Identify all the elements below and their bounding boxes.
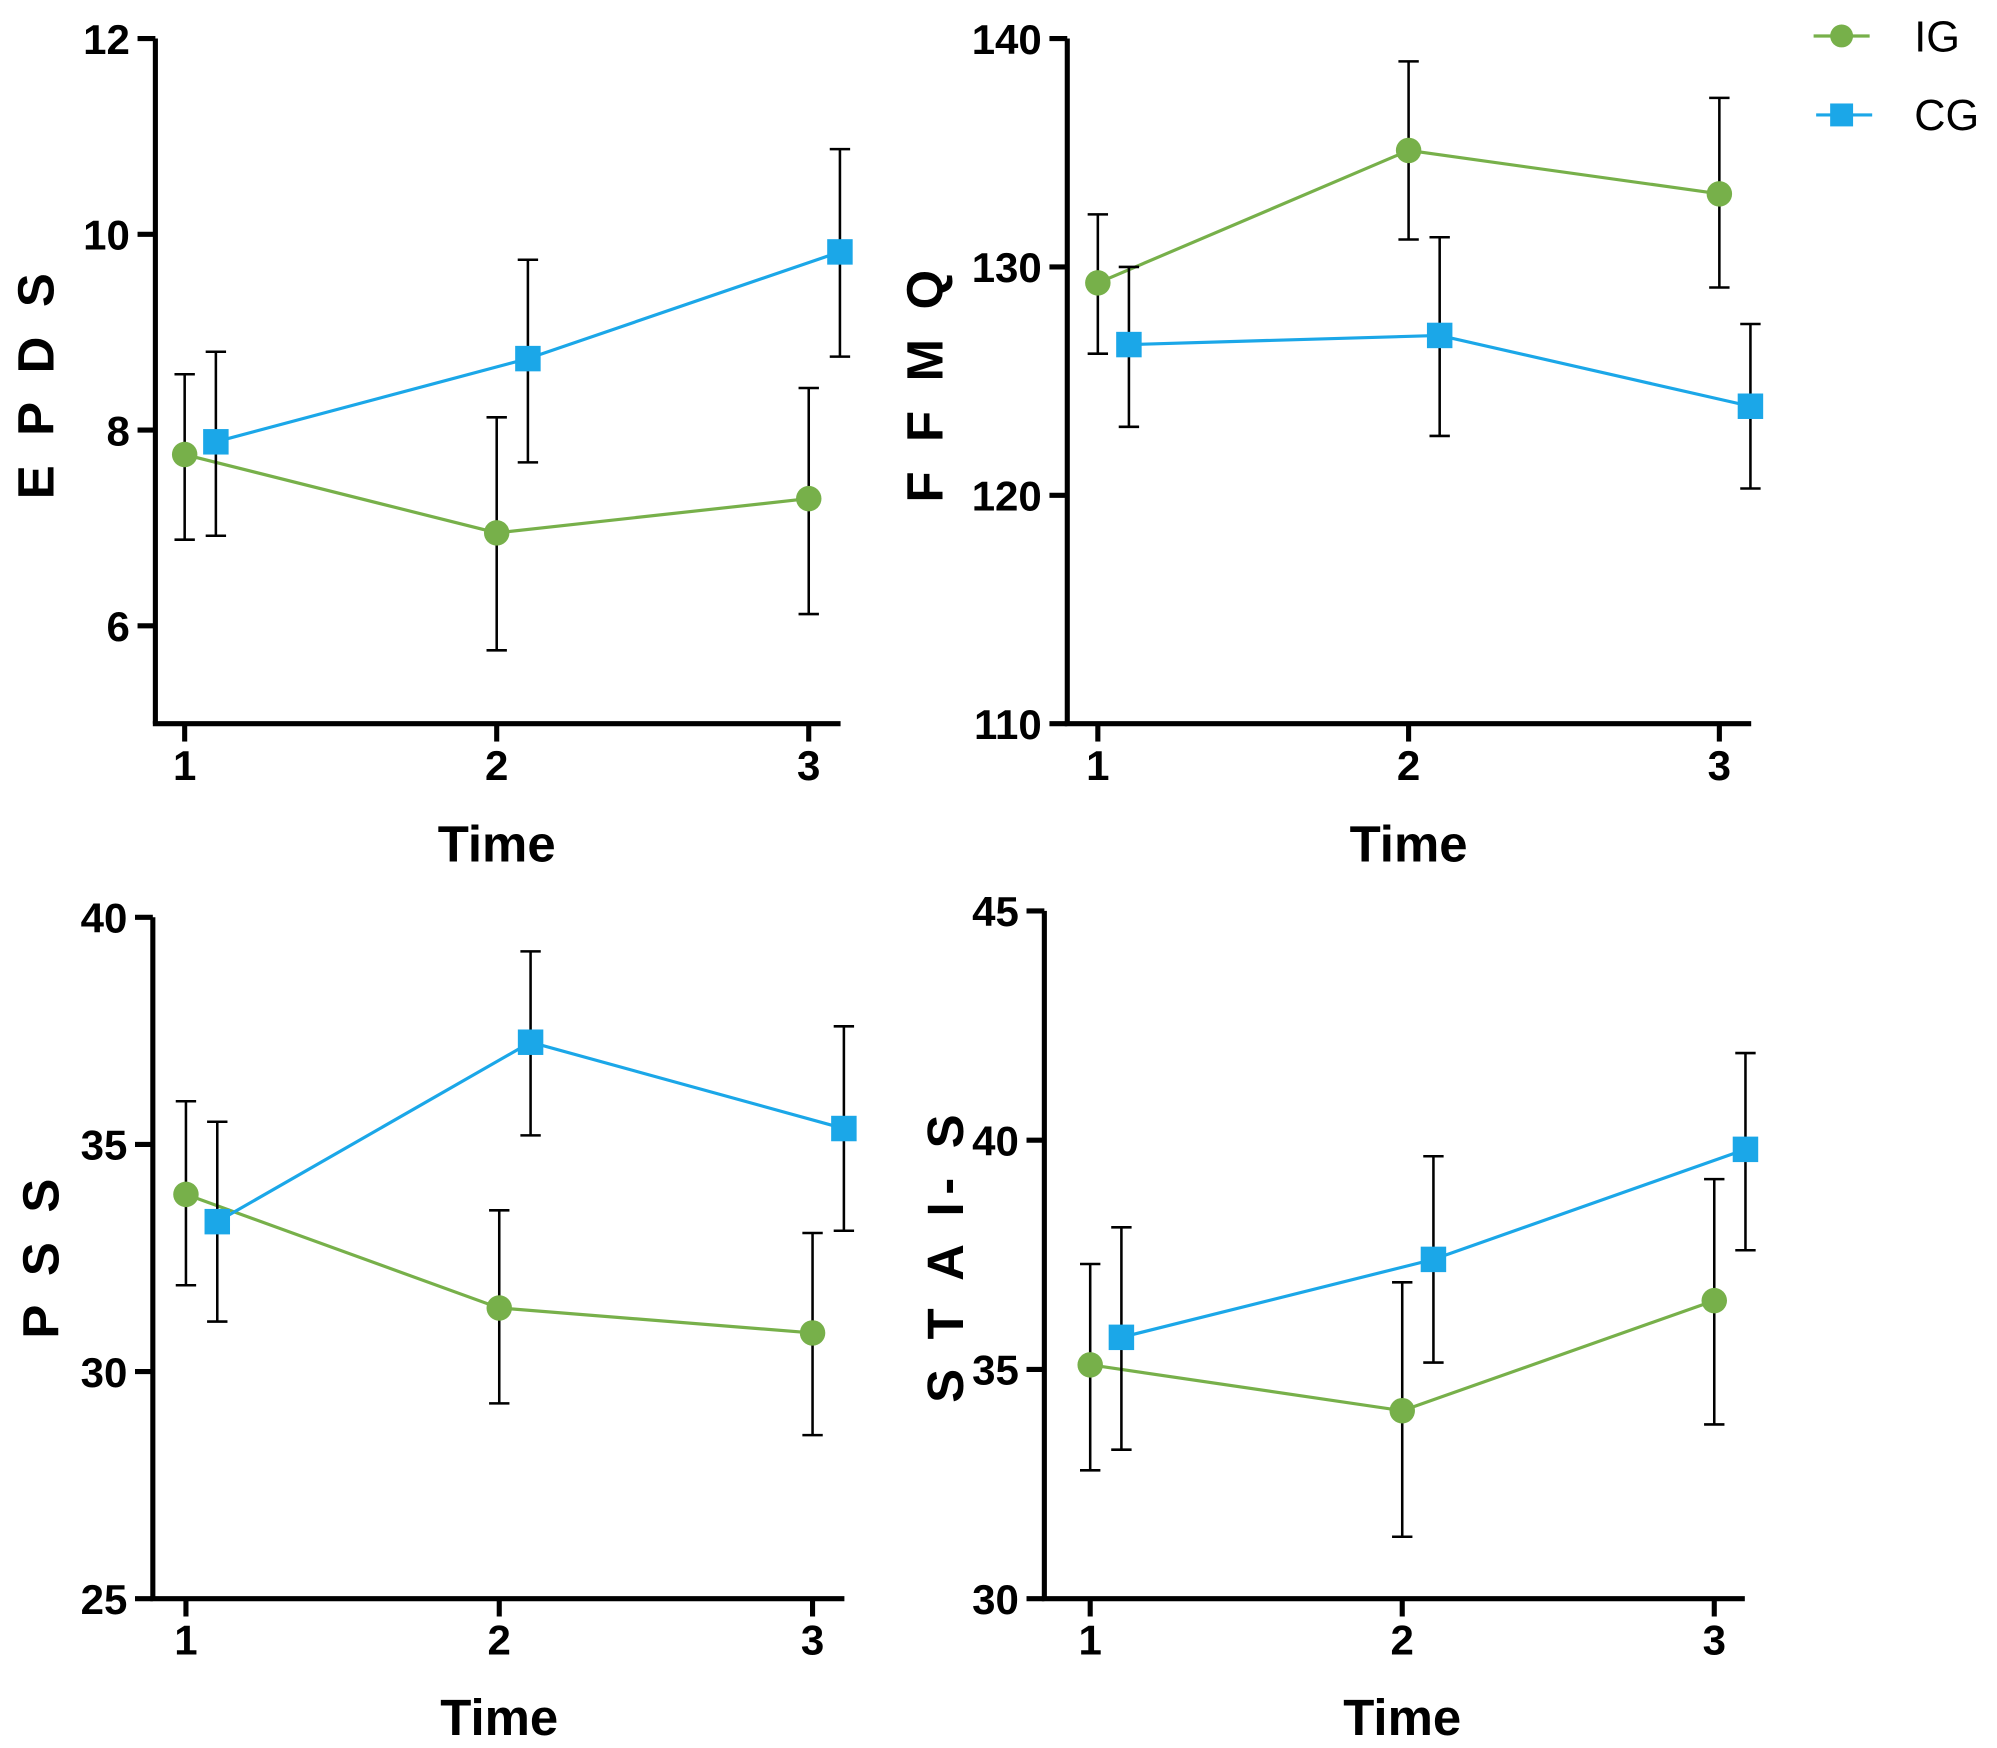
series-ig: [173, 1099, 826, 1437]
series-cg: [203, 147, 853, 538]
y-tick-label: 30: [81, 1349, 128, 1396]
y-axis-label: E P D S: [7, 266, 64, 500]
y-tick-label: 6: [107, 603, 130, 650]
data-point: [1395, 137, 1422, 164]
y-axis-label: F F M Q: [896, 262, 953, 502]
data-point: [1426, 322, 1453, 349]
y-tick-label: 140: [972, 16, 1042, 63]
x-tick-label: 3: [801, 1617, 824, 1664]
data-point: [486, 1295, 512, 1321]
data-point: [203, 429, 229, 455]
legend-marker-square-icon: [1830, 103, 1854, 127]
data-point: [1389, 1397, 1415, 1424]
chart-panel-2: 110 120 130 140 1 2 3 Time F F M Q: [896, 16, 1764, 872]
chart-panel-3: 25 30 35 40 1 2 3 Time P S S: [13, 895, 857, 1746]
data-point: [483, 520, 510, 546]
x-tick-label: 2: [1397, 742, 1420, 789]
data-point: [515, 345, 541, 372]
data-point: [204, 1208, 231, 1235]
data-point: [1732, 1136, 1759, 1163]
y-tick-label: 30: [972, 1576, 1019, 1623]
series-ig: [1085, 60, 1733, 355]
x-axis-label: Time: [440, 1689, 558, 1746]
y-tick-label: 25: [81, 1576, 128, 1623]
data-point: [171, 441, 198, 468]
x-tick-label: 3: [1708, 742, 1731, 789]
y-tick-label: 45: [972, 888, 1019, 935]
x-tick-label: 1: [173, 742, 196, 789]
data-point: [173, 1181, 199, 1208]
x-axis-label: Time: [438, 815, 556, 872]
series-cg: [1116, 235, 1764, 490]
x-tick-label: 2: [1391, 1617, 1414, 1664]
y-tick-label: 40: [972, 1117, 1019, 1164]
data-point: [1420, 1246, 1447, 1273]
legend-label-ig: IG: [1914, 13, 1960, 61]
legend-item-cg: CG: [1816, 92, 1979, 140]
x-tick-label: 1: [1079, 1617, 1102, 1664]
y-tick-label: 35: [81, 1122, 128, 1169]
series-cg: [204, 950, 857, 1323]
x-axis-label: Time: [1343, 1689, 1461, 1746]
x-tick-label: 2: [485, 742, 508, 789]
y-tick-label: 12: [83, 16, 130, 63]
data-point: [795, 485, 822, 512]
data-point: [1085, 270, 1111, 296]
data-point: [1077, 1352, 1103, 1378]
x-axis-label: Time: [1350, 815, 1468, 872]
data-point: [1108, 1324, 1135, 1351]
x-tick-label: 1: [1086, 742, 1109, 789]
data-point: [1701, 1287, 1727, 1314]
x-tick-label: 2: [488, 1617, 511, 1664]
legend-item-ig: IG: [1813, 13, 1960, 61]
data-point: [1737, 393, 1764, 419]
x-tick-label: 3: [1703, 1617, 1726, 1664]
y-tick-label: 40: [81, 895, 128, 942]
legend: IG CG: [1813, 13, 1979, 140]
y-tick-label: 35: [972, 1347, 1019, 1394]
series-ig: [171, 372, 822, 652]
data-point: [1706, 181, 1733, 207]
data-point: [1116, 331, 1142, 358]
data-point: [831, 1115, 857, 1142]
series-ig: [1077, 1177, 1727, 1539]
x-tick-label: 3: [797, 742, 820, 789]
series-cg: [1108, 1051, 1759, 1451]
y-tick-label: 8: [107, 407, 130, 454]
y-tick-label: 110: [974, 701, 1042, 748]
legend-label-cg: CG: [1914, 92, 1979, 140]
data-point: [799, 1320, 826, 1346]
y-tick-label: 130: [972, 244, 1042, 291]
data-point: [517, 1029, 544, 1055]
x-tick-label: 1: [174, 1617, 197, 1664]
data-point: [827, 239, 853, 265]
y-axis-label: P S S: [13, 1171, 70, 1339]
y-tick-label: 10: [83, 212, 130, 259]
legend-marker-circle-icon: [1830, 24, 1854, 48]
chart-panel-4: 30 35 40 45 1 2 3 Time S T A I- S: [917, 888, 1759, 1746]
y-tick-label: 120: [972, 473, 1042, 520]
y-axis-label: S T A I- S: [917, 1107, 974, 1403]
